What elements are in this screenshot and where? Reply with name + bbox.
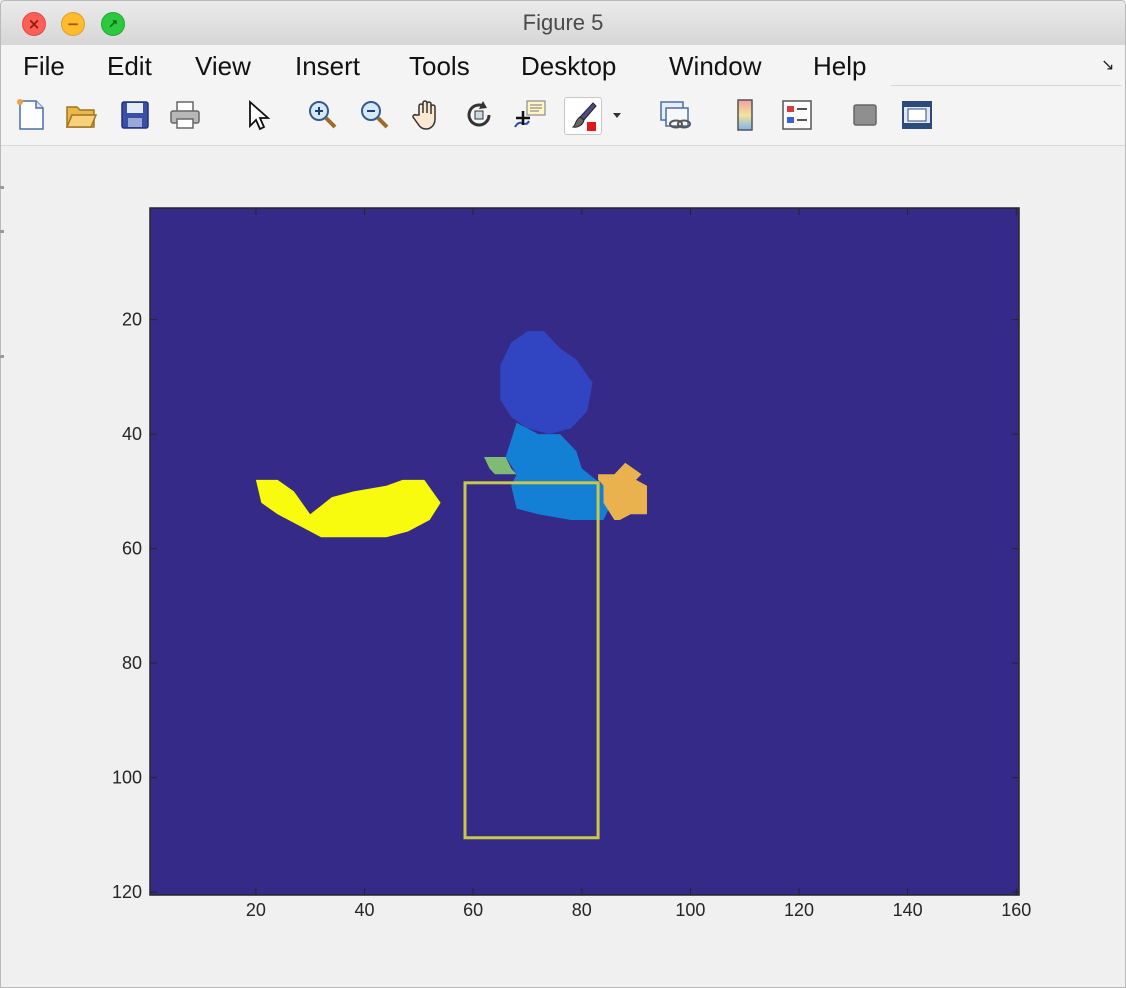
x-tick-label: 160 [1001,900,1031,920]
show-plot-tools-icon[interactable] [899,97,935,133]
close-window-button[interactable]: × [22,12,46,36]
hide-plot-tools-icon[interactable] [847,97,883,133]
insert-legend-icon[interactable] [779,97,815,133]
menu-bar: File Edit View Insert Tools Desktop Wind… [1,45,1125,87]
menu-divider [891,85,1121,86]
x-tick-label: 40 [355,900,375,920]
edit-plot-pointer-icon[interactable] [239,97,275,133]
menu-file[interactable]: File [23,51,65,81]
x-tick-label: 20 [246,900,266,920]
blob-yellow [255,479,441,538]
edge-mark [0,230,4,233]
zoom-out-icon[interactable] [357,97,393,133]
menu-help[interactable]: Help [813,51,867,81]
x-tick-label: 100 [675,900,705,920]
title-bar: × − ↗ Figure 5 [1,1,1125,46]
edge-mark [0,355,4,358]
minimize-window-button[interactable]: − [61,12,85,36]
heatmap-chart: 20 40 60 80 100 120 140 160 20 40 60 80 100 120 [112,207,1031,920]
dock-figure-icon[interactable]: ↘ [1101,55,1115,74]
window-title: Figure 5 [522,10,604,35]
rotate-3d-icon[interactable] [461,97,497,133]
maximize-window-button[interactable]: ↗ [101,12,125,36]
x-tick-label: 60 [463,900,483,920]
figure-canvas: 20 40 60 80 100 120 140 160 20 40 60 80 100 120 [6,146,1120,982]
y-tick-label: 120 [112,882,142,902]
y-tick-label: 20 [122,310,142,330]
open-file-icon[interactable] [63,97,99,133]
y-tick-label: 100 [112,768,142,788]
figure-toolbar [1,87,1125,146]
y-tick-label: 80 [122,653,142,673]
close-icon: × [27,15,41,33]
print-icon[interactable] [167,97,203,133]
heatmap-background [150,208,1019,895]
blob-dark-blue [500,331,593,435]
new-figure-icon[interactable] [13,97,49,133]
menu-view[interactable]: View [195,51,251,81]
blob-green [484,457,517,475]
zoom-in-icon[interactable] [305,97,341,133]
minimize-icon: − [66,15,80,33]
data-cursor-icon[interactable] [513,97,549,133]
menu-tools[interactable]: Tools [409,51,470,81]
edge-mark [0,186,4,189]
x-tick-label: 120 [784,900,814,920]
link-plot-icon[interactable] [657,97,693,133]
bounding-box [463,481,600,840]
menu-window[interactable]: Window [669,51,762,81]
y-tick-label: 40 [122,424,142,444]
axes-frame [149,207,1020,896]
brush-icon[interactable] [564,97,602,135]
blob-orange [598,462,647,520]
pan-hand-icon[interactable] [409,97,445,133]
insert-colorbar-icon[interactable] [727,97,763,133]
menu-insert[interactable]: Insert [295,51,361,81]
x-tick-label: 140 [893,900,923,920]
y-tick-label: 60 [122,539,142,559]
menu-desktop[interactable]: Desktop [521,51,617,81]
blob-mid-blue [505,422,609,520]
maximize-icon: ↗ [107,17,119,31]
x-tick-label: 80 [572,900,592,920]
brush-dropdown-icon[interactable] [607,97,627,133]
menu-edit[interactable]: Edit [107,51,152,81]
save-icon[interactable] [117,97,153,133]
